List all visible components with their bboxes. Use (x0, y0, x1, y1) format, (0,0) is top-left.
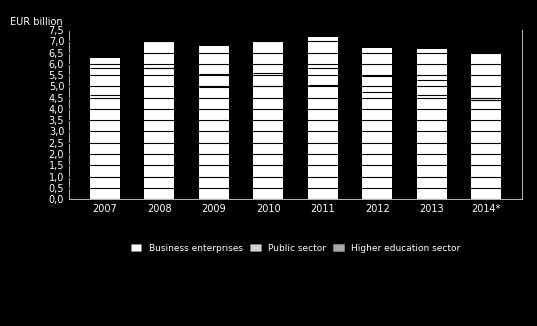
Bar (362, 92, 393, 199)
Bar (199, 87, 229, 199)
Text: EUR billion: EUR billion (10, 17, 63, 27)
Bar (253, 41, 284, 73)
Bar (417, 96, 447, 199)
Bar (471, 54, 502, 100)
Bar (308, 85, 338, 199)
Bar (199, 74, 229, 87)
Bar (253, 73, 284, 86)
Bar (253, 86, 284, 199)
Bar (362, 76, 393, 92)
Bar (417, 80, 447, 96)
Bar (90, 58, 120, 68)
Bar (144, 68, 174, 199)
Bar (144, 42, 174, 68)
Bar (471, 100, 502, 199)
Bar (199, 46, 229, 74)
Bar (362, 48, 393, 76)
Bar (308, 68, 338, 85)
Bar (417, 49, 447, 80)
Bar (308, 37, 338, 68)
Legend: Business enterprises, Public sector, Higher education sector: Business enterprises, Public sector, Hig… (128, 241, 463, 255)
Bar (90, 68, 120, 96)
Bar (90, 96, 120, 199)
